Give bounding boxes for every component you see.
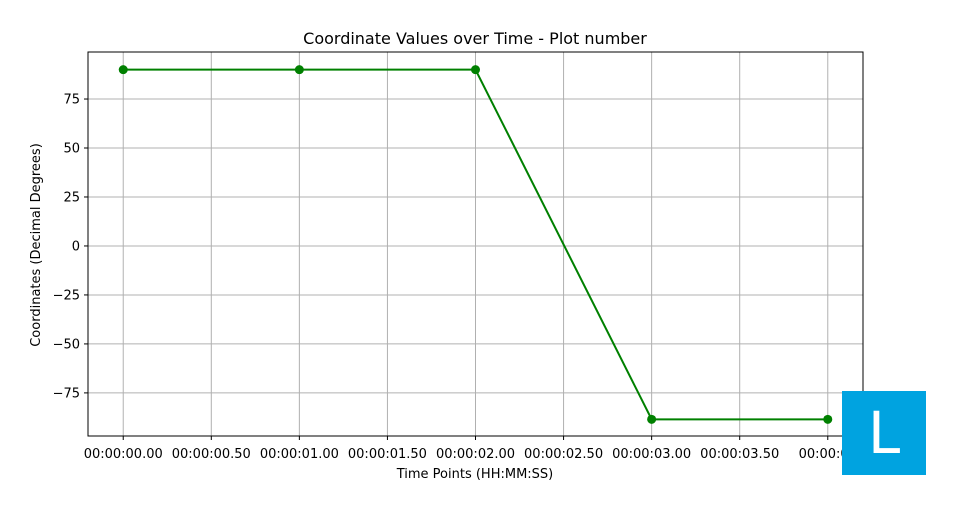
y-tick-label: 0 <box>72 239 80 254</box>
y-tick-label: 25 <box>63 190 80 205</box>
grid <box>88 52 863 436</box>
chart-title: Coordinate Values over Time - Plot numbe… <box>303 29 647 48</box>
data-point <box>471 65 480 75</box>
x-tick-label: 00:00:03.00 <box>612 447 691 462</box>
y-axis-label: Coordinates (Decimal Degrees) <box>29 143 44 347</box>
data-point <box>294 65 304 75</box>
data-point <box>823 414 833 424</box>
brand-badge-letter: L <box>867 399 901 467</box>
y-tick-label: 75 <box>63 93 80 108</box>
x-tick-label: 00:00:02.50 <box>524 447 603 462</box>
y-tick-label: 50 <box>63 142 80 157</box>
x-tick-label: 00:00:00.50 <box>172 447 251 462</box>
x-tick-label: 00:00:00.00 <box>84 447 163 462</box>
x-tick-label: 00:00:03.50 <box>700 447 779 462</box>
x-tick-label: 00:00:02.00 <box>436 447 515 462</box>
x-tick-label: 00:00:01.00 <box>260 447 339 462</box>
y-tick-label: −75 <box>53 386 80 401</box>
x-axis-label: Time Points (HH:MM:SS) <box>396 467 554 482</box>
data-point <box>118 65 128 75</box>
x-tick-label: 00:00:01.50 <box>348 447 427 462</box>
data-point <box>647 414 657 424</box>
series-marker-layer <box>118 65 833 424</box>
brand-badge: L <box>842 391 926 475</box>
y-tick-label: −50 <box>53 337 80 352</box>
y-tick-label: −25 <box>53 288 80 303</box>
